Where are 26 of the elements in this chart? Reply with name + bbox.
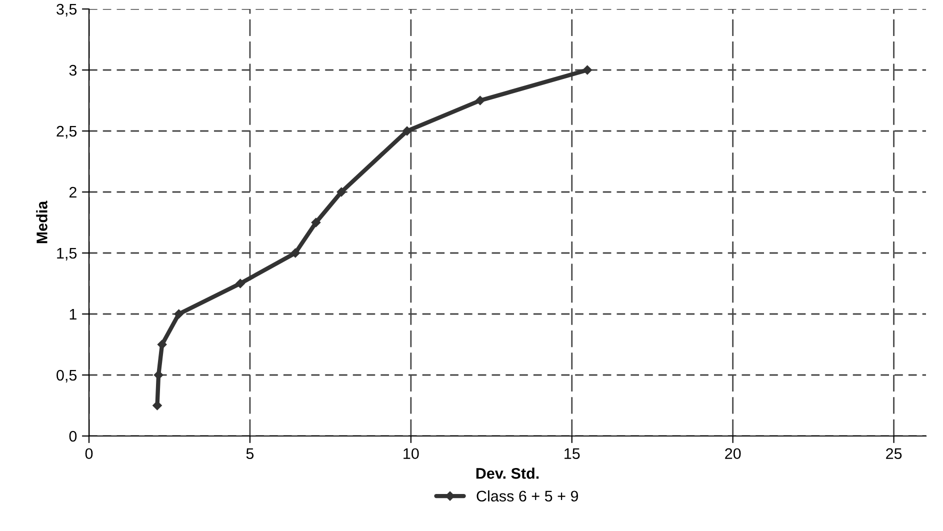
x-tick-label: 25 — [886, 448, 902, 460]
y-tick-label: 3 — [69, 64, 77, 76]
x-tick-label: 5 — [246, 448, 254, 460]
x-tick-label: 15 — [564, 448, 580, 460]
y-tick-label: 2 — [69, 186, 76, 198]
x-tick-label: 10 — [404, 448, 419, 460]
point — [290, 248, 300, 258]
legend-label: Class 6 + 5 + 9 — [476, 490, 578, 502]
y-tick-label: 3,5 — [56, 4, 77, 16]
x-axis-title: Dev. Std. — [476, 468, 539, 479]
point — [311, 218, 321, 228]
point — [402, 126, 412, 136]
y-tick-label: 0 — [69, 430, 77, 442]
point — [336, 187, 346, 197]
y-tick-label: 1 — [70, 309, 76, 320]
point — [174, 309, 184, 319]
y-tick-label: 2,5 — [56, 126, 77, 138]
point — [157, 340, 167, 350]
y-tick-label: 1,5 — [57, 248, 77, 260]
point — [476, 96, 485, 106]
point — [582, 65, 592, 75]
x-tick-label: 20 — [725, 448, 741, 460]
y-tick-label: 0,5 — [56, 370, 77, 382]
point — [236, 278, 245, 288]
x-tick-label: 0 — [85, 448, 93, 460]
y-axis-title: Media — [36, 200, 48, 244]
